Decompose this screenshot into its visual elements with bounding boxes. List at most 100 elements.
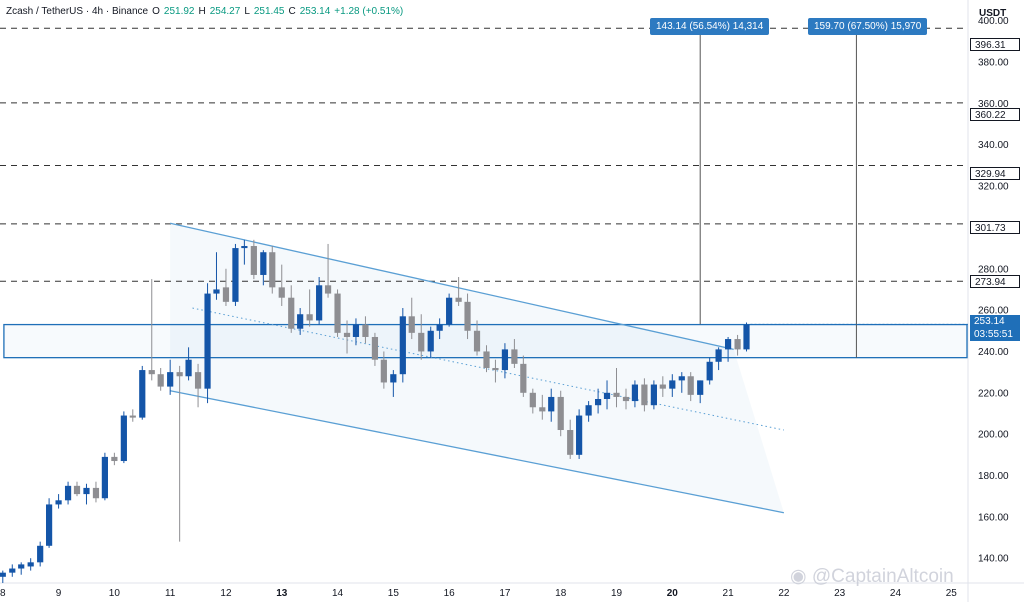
y-tick-label-9: 320.00 xyxy=(978,182,1009,193)
candle-body-8 xyxy=(73,485,81,495)
candle-body-60 xyxy=(557,396,564,431)
candle-body-59 xyxy=(548,396,555,412)
legend-open: 251.92 xyxy=(163,6,195,17)
x-tick-label-1: 9 xyxy=(56,588,62,599)
watermark: ◉ @CaptainAltcoin xyxy=(790,565,954,588)
y-tick-label-7: 280.00 xyxy=(978,264,1009,275)
symbol-name: Zcash / TetherUS · 4h · Binance xyxy=(6,6,149,17)
x-tick-label-0: 8 xyxy=(0,588,6,599)
candle-body-71 xyxy=(659,384,666,389)
candle-body-28 xyxy=(260,252,267,275)
target-label-2[interactable]: 159.70 (67.50%) 15,970 xyxy=(808,18,928,35)
candle-body-20 xyxy=(185,359,192,377)
candle-body-32 xyxy=(297,314,304,329)
level-label-329: 329.94 xyxy=(970,167,1020,180)
current-price-value: 253.14 xyxy=(974,316,1005,327)
candle-body-15 xyxy=(139,370,146,418)
candle-body-31 xyxy=(288,297,295,329)
legend-close: 253.14 xyxy=(299,6,331,17)
candle-body-38 xyxy=(352,324,360,337)
candle-body-19 xyxy=(176,372,183,377)
candle-body-72 xyxy=(669,380,676,389)
candle-body-56 xyxy=(520,363,527,393)
candle-body-68 xyxy=(631,384,639,402)
x-tick-label-3: 11 xyxy=(165,588,176,599)
candle-body-14 xyxy=(129,415,136,418)
candle-body-23 xyxy=(213,289,220,294)
legend-close-label: C xyxy=(288,6,296,17)
candle-body-11 xyxy=(101,456,108,499)
candle-body-52 xyxy=(483,351,490,368)
watermark-text: @CaptainAltcoin xyxy=(811,566,954,587)
candle-body-33 xyxy=(306,314,313,321)
x-tick-label-9: 17 xyxy=(499,588,511,599)
candle-body-9 xyxy=(83,487,90,495)
candle-body-53 xyxy=(492,367,499,371)
candle-body-18 xyxy=(167,372,174,387)
candle-body-57 xyxy=(529,392,536,408)
candle-body-74 xyxy=(687,376,694,395)
candle-body-80 xyxy=(743,324,750,350)
x-tick-label-17: 25 xyxy=(946,588,958,599)
candle-body-0 xyxy=(0,572,6,577)
candle-body-75 xyxy=(697,380,704,395)
candle-body-37 xyxy=(343,332,351,337)
candle-body-30 xyxy=(278,287,285,298)
legend-high: 254.27 xyxy=(209,6,241,17)
y-tick-label-10: 340.00 xyxy=(978,140,1009,151)
channel-lower-line xyxy=(170,390,785,514)
candle-body-66 xyxy=(613,392,620,397)
candle-body-61 xyxy=(567,430,574,455)
candle-body-41 xyxy=(380,359,387,383)
y-tick-label-5: 240.00 xyxy=(978,347,1009,358)
level-label-396: 396.31 xyxy=(970,38,1020,51)
legend-low: 251.45 xyxy=(253,6,285,17)
legend-change: +1.28 (+0.51%) xyxy=(334,6,404,17)
candle-body-39 xyxy=(362,324,369,337)
candle-body-42 xyxy=(390,374,397,383)
x-tick-label-8: 16 xyxy=(444,588,456,599)
y-tick-label-2: 180.00 xyxy=(978,471,1009,482)
candle-body-49 xyxy=(455,297,462,302)
candle-body-45 xyxy=(418,332,425,352)
candle-body-27 xyxy=(250,246,257,275)
x-tick-label-2: 10 xyxy=(109,588,121,599)
candle-body-26 xyxy=(241,246,248,249)
legend-open-label: O xyxy=(152,6,160,17)
candle-body-44 xyxy=(408,316,415,333)
level-label-360: 360.22 xyxy=(970,108,1020,121)
y-tick-label-1: 160.00 xyxy=(978,512,1009,523)
x-tick-label-4: 12 xyxy=(220,588,232,599)
candle-body-55 xyxy=(511,349,518,364)
current-price-badge: 253.14 03:55:51 xyxy=(970,315,1020,341)
candle-body-65 xyxy=(603,392,611,400)
x-tick-label-16: 24 xyxy=(890,588,902,599)
y-tick-label-3: 200.00 xyxy=(978,430,1009,441)
candle-body-22 xyxy=(204,293,211,389)
x-tick-label-12: 20 xyxy=(667,588,679,599)
y-tick-label-12: 380.00 xyxy=(978,58,1009,69)
x-tick-label-10: 18 xyxy=(555,588,567,599)
channel-midline xyxy=(192,307,784,431)
candle-body-36 xyxy=(334,293,341,333)
candle-body-24 xyxy=(222,287,230,302)
x-tick-label-5: 13 xyxy=(276,588,288,599)
candle-body-73 xyxy=(678,376,685,381)
y-tick-label-0: 140.00 xyxy=(978,554,1009,565)
candle-body-34 xyxy=(316,285,323,321)
candle-body-70 xyxy=(650,384,657,406)
candle-body-43 xyxy=(399,316,406,375)
candle-body-63 xyxy=(585,405,592,416)
candle-body-46 xyxy=(427,330,434,352)
candle-body-7 xyxy=(64,485,72,501)
candle-body-2 xyxy=(18,564,25,569)
y-tick-label-4: 220.00 xyxy=(978,388,1009,399)
y-tick-label-6: 260.00 xyxy=(978,306,1009,317)
candle-body-10 xyxy=(92,487,100,499)
target-label-1[interactable]: 143.14 (56.54%) 14,314 xyxy=(650,18,770,35)
x-tick-label-6: 14 xyxy=(332,588,344,599)
camera-icon: ◉ xyxy=(790,566,807,587)
candle-body-17 xyxy=(157,374,164,387)
candle-body-78 xyxy=(724,339,732,350)
